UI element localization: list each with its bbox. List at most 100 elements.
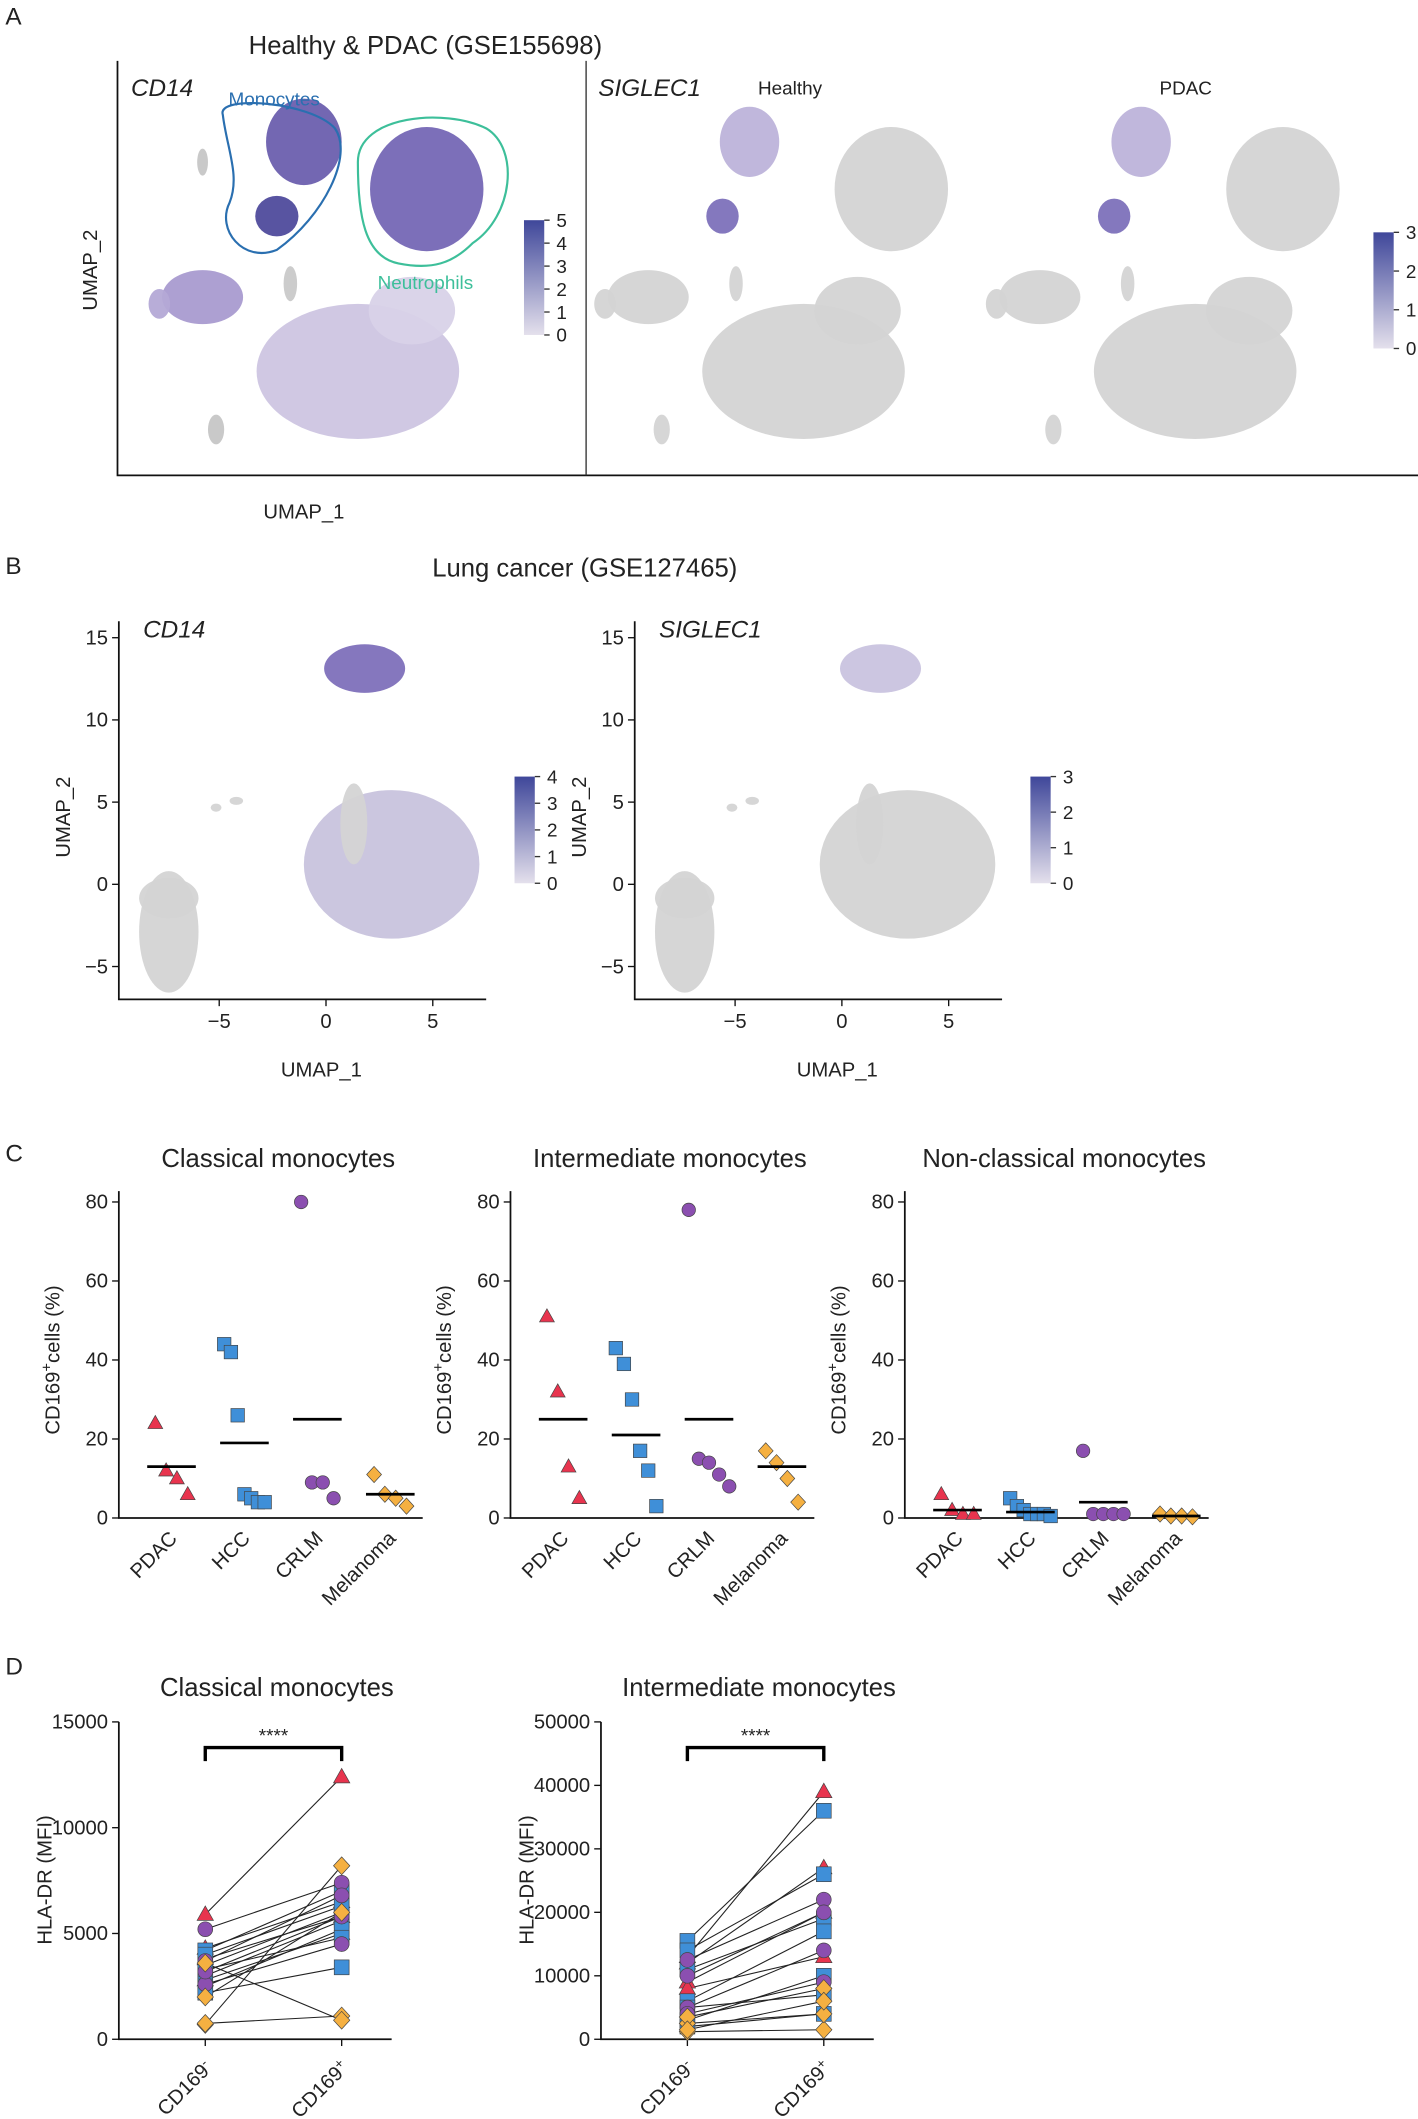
point	[257, 1495, 272, 1510]
y-tick-label: 0	[488, 1508, 499, 1530]
x-tick-label: CD169+	[768, 2055, 836, 2119]
pair-line	[204, 1865, 343, 2025]
axis-label: CD169+cells (%)	[39, 1285, 64, 1434]
x-tick-label: CD169+	[286, 2055, 354, 2119]
annotation: ****	[741, 1726, 771, 1747]
pair-line	[205, 1916, 342, 1960]
x-tick-label-part: CD169	[288, 2063, 348, 2119]
point	[1152, 1505, 1168, 1523]
pair-line	[687, 1873, 825, 1951]
y-tick-label: 5	[97, 792, 108, 814]
y-tick-label: 0	[97, 2029, 108, 2051]
point	[679, 1952, 696, 1968]
point	[168, 1470, 185, 1485]
x-tick-label: −5	[208, 1011, 231, 1033]
x-tick-label-part: CD169	[636, 2060, 696, 2119]
point	[649, 1499, 664, 1514]
point	[815, 1782, 833, 1799]
y-tick-label: 40000	[534, 1775, 590, 1797]
subtitle: PDAC	[1159, 79, 1211, 100]
colorbar	[1030, 776, 1051, 884]
x-tick-label: Melanoma	[1104, 1527, 1187, 1610]
x-tick-label: CRLM	[663, 1528, 719, 1584]
point	[333, 1936, 350, 1952]
colorbar-label: 4	[556, 234, 567, 255]
pair-line	[687, 1911, 825, 1983]
pair-line	[687, 1987, 824, 2018]
umap-cloud	[814, 276, 901, 345]
pair-line	[205, 1966, 342, 1994]
axis-label: CD169+cells (%)	[825, 1285, 850, 1434]
point	[538, 1308, 555, 1323]
point	[333, 2010, 351, 2030]
point	[616, 1356, 632, 1372]
umap-cloud	[594, 289, 616, 319]
y-tick-label: 60	[86, 1271, 109, 1293]
umap-cloud	[303, 790, 480, 939]
pair-line	[687, 2029, 824, 2033]
point	[326, 1491, 341, 1506]
x-tick-label: HCC	[600, 1528, 647, 1575]
y-tick-label: 60	[477, 1271, 500, 1293]
y-tick-label: 0	[613, 874, 624, 896]
pair-line	[687, 1810, 825, 1942]
pair-line	[687, 1981, 824, 2015]
point	[230, 1408, 245, 1423]
y-tick-label: 10000	[534, 1966, 590, 1988]
y-tick-label: 0	[883, 1508, 894, 1530]
y-tick-label: 15	[86, 627, 109, 649]
y-tick-label: 20000	[534, 1902, 590, 1924]
y-tick-label: 10	[601, 710, 624, 732]
point	[779, 1469, 796, 1488]
colorbar-label: 0	[547, 874, 558, 895]
point	[333, 1959, 350, 1976]
point	[681, 1202, 696, 1217]
pair-line	[687, 2000, 824, 2031]
colorbar-label: 2	[547, 821, 558, 842]
umap-cloud	[985, 289, 1008, 319]
point	[641, 1463, 656, 1478]
y-tick-label: −5	[601, 956, 624, 978]
pair-line	[205, 2015, 342, 2024]
axis-label: CD169+cells (%)	[431, 1285, 456, 1434]
point	[158, 1462, 175, 1477]
umap-cloud	[1097, 198, 1131, 234]
pair-line	[687, 1930, 825, 2002]
colorbar-label: 2	[556, 280, 567, 301]
point	[398, 1497, 415, 1515]
pair-line	[687, 1949, 824, 2009]
y-tick-label: 80	[871, 1192, 894, 1214]
y-tick-label: 40	[871, 1350, 894, 1372]
umap-cloud	[1045, 414, 1062, 445]
panel-label: A	[5, 3, 22, 30]
point	[196, 1953, 214, 1973]
colorbar-label: 1	[556, 303, 567, 324]
y-tick-label: 80	[477, 1192, 500, 1214]
y-tick-label: 10	[86, 710, 109, 732]
point	[549, 1383, 566, 1398]
umap-cloud	[834, 126, 949, 252]
panel-label: C	[5, 1140, 23, 1167]
pair-line	[687, 1899, 825, 1961]
pair-line	[687, 1867, 825, 1964]
umap	[148, 98, 1340, 445]
umap-cloud	[819, 790, 996, 939]
point	[315, 1475, 330, 1490]
title: Intermediate monocytes	[533, 1145, 807, 1173]
x-tick-label: CD169-	[152, 2055, 217, 2119]
colorbar	[1373, 232, 1394, 349]
point	[608, 1341, 623, 1356]
x-tick-label: 5	[943, 1011, 954, 1033]
pair-line	[205, 1905, 342, 1956]
title: Classical monocytes	[160, 1674, 394, 1702]
y-tick-label: 15000	[52, 1712, 108, 1734]
point	[1075, 1443, 1091, 1458]
umap-cloud	[1111, 106, 1171, 177]
pair-line	[205, 1943, 342, 1985]
gene-label: CD14	[143, 616, 205, 643]
point	[624, 1392, 640, 1407]
axis-label: UMAP_1	[263, 502, 344, 524]
pair-line	[687, 1956, 824, 1990]
umap-cloud	[210, 803, 222, 812]
